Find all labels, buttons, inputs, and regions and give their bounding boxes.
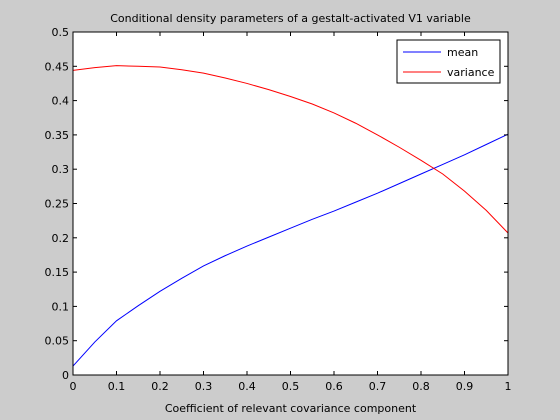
- x-tick-label: 0.1: [108, 380, 126, 393]
- y-tick-label: 0.5: [52, 26, 70, 39]
- y-tick-label: 0.45: [45, 60, 70, 73]
- y-tick-label: 0.3: [52, 163, 70, 176]
- legend-label-mean: mean: [447, 46, 478, 59]
- legend-box: [396, 39, 501, 84]
- x-tick-label: 0: [70, 380, 77, 393]
- x-tick-label: 0.4: [238, 380, 256, 393]
- plot-frame: [72, 31, 509, 376]
- y-tick-label: 0.05: [45, 335, 70, 348]
- legend-label-variance: variance: [447, 66, 495, 79]
- y-tick-label: 0.25: [45, 198, 70, 211]
- series-lines: [72, 65, 509, 367]
- x-tick-label: 0.7: [369, 380, 387, 393]
- x-tick-label: 0.5: [282, 380, 300, 393]
- plot-background: [73, 32, 508, 375]
- x-tick-label: 0.3: [195, 380, 213, 393]
- y-tick-label: 0.4: [52, 95, 70, 108]
- axis-ticks: 0 0.1 0.2 0.3 0.4 0.5 0.6 0.7 0.8 0.9 1 0 0.05 0.1 0.1…: [45, 26, 512, 393]
- x-tick-label: 0.9: [456, 380, 474, 393]
- x-tick-label: 1: [505, 380, 512, 393]
- y-tick-label: 0.35: [45, 129, 70, 142]
- y-tick-label: 0.1: [52, 300, 70, 313]
- y-tick-label: 0.2: [52, 232, 70, 245]
- x-tick-label: 0.2: [151, 380, 169, 393]
- x-tick-label: 0.6: [325, 380, 343, 393]
- y-tick-label: 0.15: [45, 266, 70, 279]
- series-line-mean: [72, 133, 509, 367]
- x-tick-label: 0.8: [412, 380, 430, 393]
- chart-title: Conditional density parameters of a gest…: [110, 12, 471, 25]
- x-axis-label: Coefficient of relevant covariance compo…: [165, 402, 417, 415]
- series-line-variance: [72, 65, 509, 234]
- legend: mean variance: [396, 39, 501, 84]
- y-tick-label: 0: [62, 369, 69, 382]
